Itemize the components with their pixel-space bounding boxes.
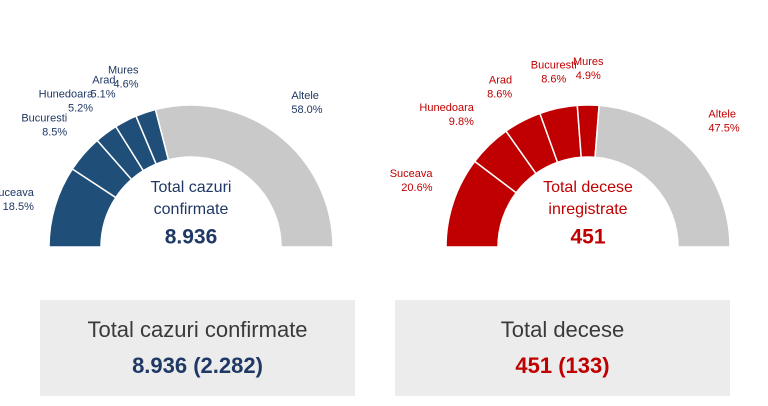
center-title: confirmate (154, 201, 229, 218)
slice-category: Bucuresti (21, 112, 67, 124)
slice-value-label: 18.5% (3, 201, 34, 213)
summary-box (40, 300, 355, 396)
slice-category: Arad (489, 74, 512, 86)
slice-category: Bucuresti (531, 60, 577, 72)
slice-value-label: 4.9% (576, 70, 601, 82)
summary-value: 451 (133) (515, 353, 609, 378)
slice-value-label: 4.6% (113, 79, 138, 91)
slice-value-label: 5.1% (90, 88, 115, 100)
slice-value-label: 8.6% (541, 74, 566, 86)
slice-category: Arad (92, 74, 115, 86)
donut-slice (154, 104, 334, 248)
slice-value-label: 9.8% (449, 116, 474, 128)
slice-category: Suceava (0, 187, 35, 199)
center-value: 451 (570, 226, 605, 249)
slice-value-label: 8.5% (42, 126, 67, 138)
slice-category: Mures (108, 65, 139, 77)
summary-value: 8.936 (2.282) (132, 353, 263, 378)
center-value: 8.936 (165, 226, 218, 249)
center-title: Total decese (543, 179, 633, 196)
summary-title: Total decese (501, 317, 625, 342)
donut-slice (594, 104, 731, 248)
slice-category: Hunedoara (419, 102, 474, 114)
center-title: inregistrate (548, 201, 627, 218)
slice-value-label: 20.6% (401, 182, 432, 194)
slice-value-label: 47.5% (708, 123, 739, 135)
center-title: Total cazuri (151, 179, 232, 196)
slice-category: Suceava (390, 168, 434, 180)
slice-category: Mures (573, 56, 604, 68)
summary-box (395, 300, 730, 396)
slice-value-label: 5.2% (68, 102, 93, 114)
slice-value-label: 58.0% (291, 104, 322, 116)
slice-category: Altele (291, 90, 319, 102)
summary-title: Total cazuri confirmate (87, 317, 307, 342)
slice-category: Hunedoara (39, 88, 94, 100)
slice-category: Altele (708, 109, 736, 121)
slice-value-label: 8.6% (487, 88, 512, 100)
